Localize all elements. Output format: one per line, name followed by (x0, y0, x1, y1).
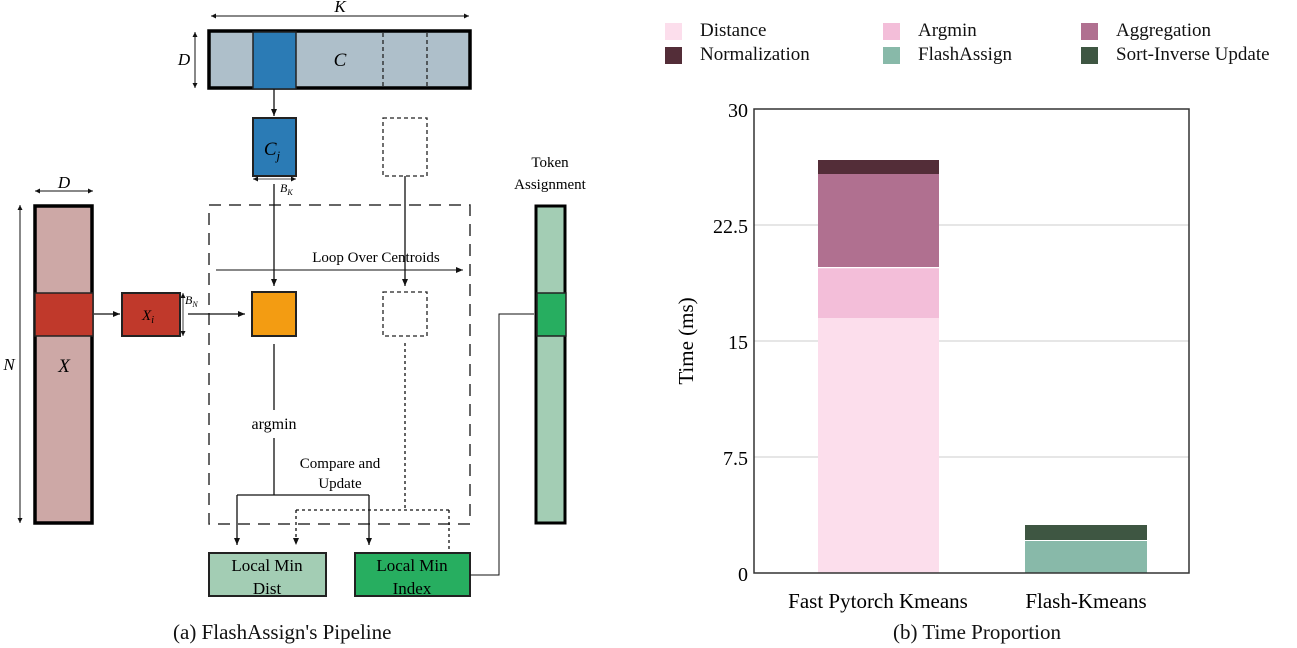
bar-flash-kmeans (1025, 525, 1147, 573)
legend-swatch-argmin (883, 22, 900, 40)
legend-label: Normalization (700, 44, 810, 65)
x-row-block (34, 292, 94, 337)
distance-compute-block (251, 291, 297, 337)
x-matrix (33, 204, 94, 525)
token-assignment-block (536, 292, 567, 337)
ytick-0: 0 (738, 564, 748, 586)
loop-frame (208, 204, 471, 525)
y-axis-label: Time (ms) (674, 297, 698, 384)
segment-distance (818, 318, 939, 573)
token-assignment-vector (534, 204, 567, 525)
xtick-flash-kmeans: Flash-Kmeans (1025, 589, 1146, 613)
token-assignment-label-2: Assignment (514, 177, 587, 193)
legend-label: Aggregation (1116, 20, 1211, 41)
ytick-30: 30 (728, 100, 748, 122)
segment-flashassign (1025, 541, 1147, 573)
xi-label: Xi (141, 308, 154, 326)
legend-label: Argmin (918, 20, 977, 41)
d-label-left: D (57, 173, 71, 192)
local-min-index-label-1: Local Min (376, 556, 448, 575)
c-label: C (334, 50, 347, 71)
time-proportion-chart: 0 7.5 15 22.5 30 Time (ms) Fast Pytorch … (674, 100, 1190, 613)
local-min-dist-label-1: Local Min (231, 556, 303, 575)
cj-block (252, 117, 297, 177)
local-min-dist-label-2: Dist (253, 579, 282, 598)
legend-swatch-flashassign (883, 46, 900, 64)
plot-frame (753, 108, 1190, 574)
d-label-top: D (177, 50, 191, 69)
legend-swatch-aggregation (1081, 22, 1098, 40)
ytick-22.5: 22.5 (713, 216, 748, 238)
bk-label: BK (280, 181, 293, 197)
loop-label: Loop Over Centroids (312, 250, 440, 266)
ytick-15: 15 (728, 332, 748, 354)
bar-fast-pytorch-kmeans (818, 160, 939, 573)
xi-block (121, 292, 181, 337)
x-label: X (57, 356, 71, 377)
next-centroid-block-placeholder (382, 117, 428, 177)
xtick-fast-pytorch-kmeans: Fast Pytorch Kmeans (788, 589, 968, 613)
index-to-token-connector (470, 313, 534, 576)
legend-swatch-sort-inverse-update (1081, 46, 1098, 64)
cj-label: Cj (264, 139, 281, 163)
diagram-caption: (a) FlashAssign's Pipeline (173, 620, 392, 644)
legend-label: Sort-Inverse Update (1116, 44, 1270, 65)
local-min-index-box (354, 552, 471, 597)
legend-item-aggregation: Aggregation (1081, 19, 1211, 43)
segment-aggregation (818, 174, 939, 267)
centroid-block (252, 31, 297, 90)
legend-item-flashassign: FlashAssign (883, 43, 1012, 67)
local-min-index-label-2: Index (393, 579, 432, 598)
k-label: K (333, 0, 347, 16)
legend-item-sort-inverse-update: Sort-Inverse Update (1081, 43, 1270, 67)
chart-caption: (b) Time Proportion (893, 620, 1062, 644)
n-label: N (2, 355, 16, 374)
compare-update-label-2: Update (318, 476, 362, 492)
legend-item-distance: Distance (665, 19, 766, 43)
chart-legend: Distance Argmin Aggregation Normalizatio… (665, 19, 1295, 69)
segment-argmin (818, 268, 939, 318)
token-assignment-label-1: Token (531, 155, 569, 171)
segment-sort-inverse-update (1025, 525, 1147, 540)
legend-item-normalization: Normalization (665, 43, 810, 67)
flashassign-pipeline-diagram: K D C Cj BK Loop Over Centroids D N X Xi… (2, 0, 587, 598)
legend-label: FlashAssign (918, 44, 1012, 65)
legend-swatch-distance (665, 22, 682, 40)
ytick-7.5: 7.5 (723, 448, 748, 470)
bn-label: BN (185, 293, 198, 309)
local-min-dist-box (208, 552, 327, 597)
segment-normalization (818, 160, 939, 174)
next-compute-block-placeholder (382, 291, 428, 337)
legend-item-argmin: Argmin (883, 19, 977, 43)
argmin-label: argmin (251, 416, 296, 433)
compare-update-label-1: Compare and (300, 456, 381, 472)
legend-swatch-normalization (665, 46, 682, 64)
legend-label: Distance (700, 20, 767, 41)
